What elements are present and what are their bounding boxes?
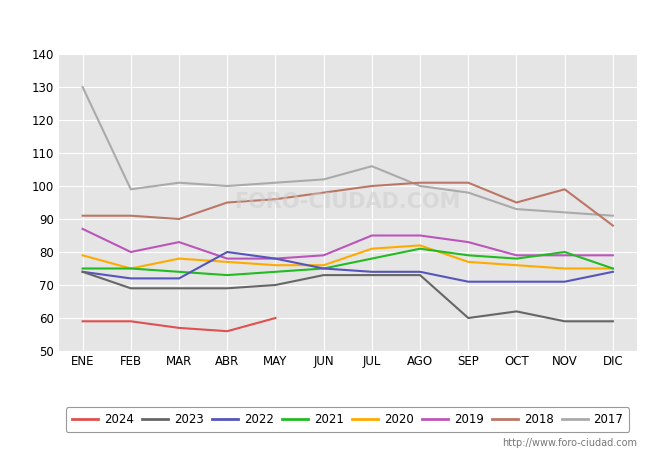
Legend: 2024, 2023, 2022, 2021, 2020, 2019, 2018, 2017: 2024, 2023, 2022, 2021, 2020, 2019, 2018… — [66, 407, 629, 432]
Text: FORO-CIUDAD.COM: FORO-CIUDAD.COM — [235, 193, 461, 212]
Text: http://www.foro-ciudad.com: http://www.foro-ciudad.com — [502, 438, 637, 448]
Text: Afiliados en Muñogalindo a 31/5/2024: Afiliados en Muñogalindo a 31/5/2024 — [155, 14, 495, 32]
